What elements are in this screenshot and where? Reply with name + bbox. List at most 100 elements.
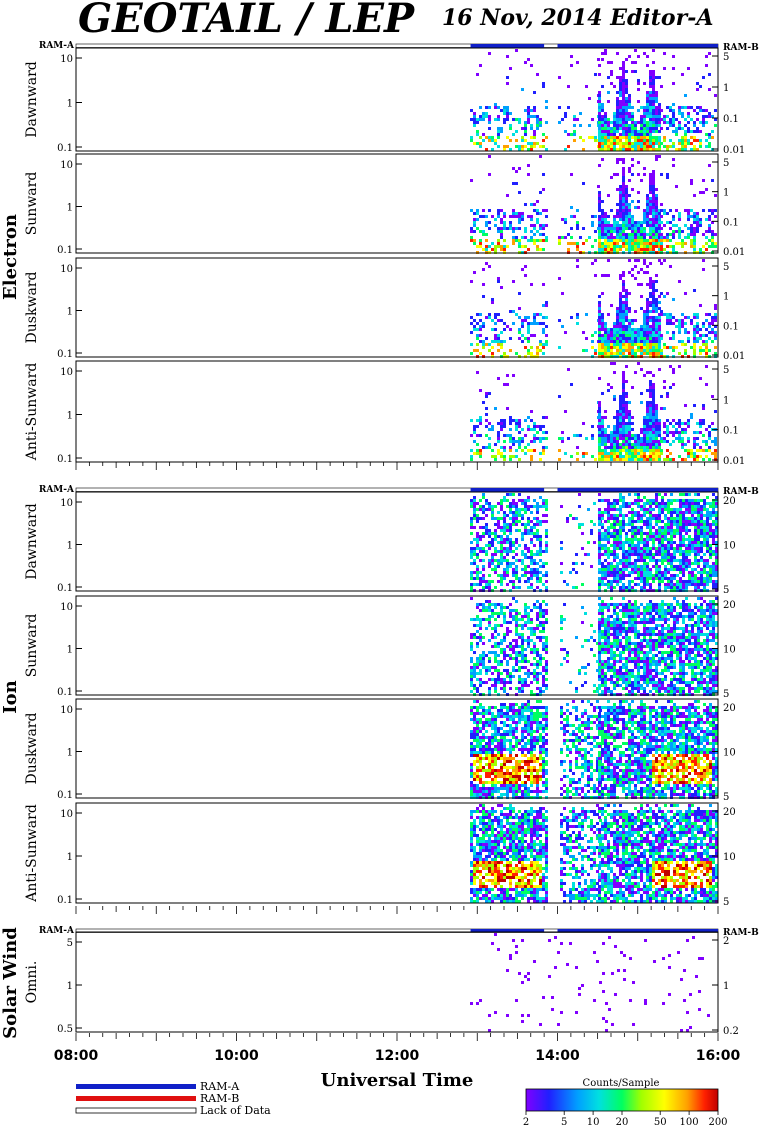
spectrogram-cell (521, 325, 524, 328)
spectrogram-cell (670, 553, 673, 556)
spectrogram-cell (643, 580, 646, 583)
spectrogram-cell (610, 446, 613, 449)
spectrogram-cell (619, 523, 622, 526)
spectrogram-cell (652, 106, 655, 109)
spectrogram-cell (640, 401, 643, 404)
spectrogram-cell (619, 520, 622, 523)
spectrogram-cell (631, 136, 634, 139)
spectrogram-cell (616, 100, 619, 103)
spectrogram-cell (527, 586, 530, 589)
spectrogram-cell (601, 334, 604, 337)
spectrogram-cell (506, 559, 509, 562)
spectrogram-cell (613, 148, 616, 151)
spectrogram-cell (512, 209, 515, 212)
spectrogram-cell (652, 455, 655, 458)
spectrogram-cell (655, 532, 658, 535)
spectrogram-cell (658, 431, 661, 434)
spectrogram-cell (500, 583, 503, 586)
spectrogram-cell (524, 274, 527, 277)
spectrogram-cell (666, 148, 669, 151)
spectrogram-cell (616, 313, 619, 316)
spectrogram-cell (598, 577, 601, 580)
spectrogram-cell (631, 535, 634, 538)
spectrogram-cell (687, 112, 690, 115)
spectrogram-cell (610, 586, 613, 589)
spectrogram-cell (497, 615, 500, 618)
spectrogram-cell (470, 550, 473, 553)
spectrogram-cell (542, 574, 545, 577)
spectrogram-cell (634, 61, 637, 64)
spectrogram-cell (625, 307, 628, 310)
spectrogram-cell (524, 319, 527, 322)
spectrogram-cell (658, 508, 661, 511)
spectrogram-cell (658, 328, 661, 331)
spectrogram-cell (673, 550, 676, 553)
spectrogram-cell (711, 452, 714, 455)
spectrogram-cell (655, 325, 658, 328)
spectrogram-cell (690, 130, 693, 133)
spectrogram-cell (488, 606, 491, 609)
spectrogram-cell (488, 529, 491, 532)
spectrogram-cell (649, 346, 652, 349)
spectrogram-cell (637, 346, 640, 349)
spectrogram-cell (658, 526, 661, 529)
spectrogram-cell (575, 562, 578, 565)
spectrogram-cell (542, 145, 545, 148)
spectrogram-cell (625, 136, 628, 139)
spectrogram-cell (479, 419, 482, 422)
spectrogram-cell (491, 508, 494, 511)
spectrogram-cell (503, 352, 506, 355)
spectrogram-cell (640, 124, 643, 127)
spectrogram-cell (664, 550, 667, 553)
spectrogram-cell (494, 103, 497, 106)
spectrogram-cell (658, 130, 661, 133)
spectrogram-cell (709, 577, 712, 580)
spectrogram-cell (616, 127, 619, 130)
spectrogram-cell (622, 64, 625, 67)
spectrogram-cell (616, 544, 619, 547)
spectrogram-cell (598, 346, 601, 349)
spectrogram-cell (625, 121, 628, 124)
spectrogram-cell (622, 85, 625, 88)
spectrogram-cell (485, 600, 488, 603)
spectrogram-cell (652, 322, 655, 325)
spectrogram-cell (473, 505, 476, 508)
spectrogram-cell (604, 212, 607, 215)
spectrogram-cell (512, 550, 515, 553)
spectrogram-cell (601, 416, 604, 419)
spectrogram-cell (598, 239, 601, 242)
right-tick-label: 0.01 (723, 351, 745, 362)
spectrogram-cell (601, 209, 604, 212)
spectrogram-cell (663, 422, 666, 425)
spectrogram-cell (597, 58, 600, 61)
spectrogram-cell (598, 431, 601, 434)
spectrogram-cell (479, 559, 482, 562)
spectrogram-cell (473, 218, 476, 221)
spectrogram-cell (518, 586, 521, 589)
spectrogram-cell (521, 654, 524, 657)
spectrogram-cell (558, 395, 561, 398)
spectrogram-cell (497, 663, 500, 666)
spectrogram-cell (655, 340, 658, 343)
spectrogram-cell (669, 121, 672, 124)
spectrogram-cell (712, 493, 715, 496)
spectrogram-cell (619, 574, 622, 577)
spectrogram-cell (616, 529, 619, 532)
spectrogram-cell (619, 206, 622, 209)
spectrogram-cell (576, 452, 579, 455)
spectrogram-cell (503, 239, 506, 242)
spectrogram-cell (509, 657, 512, 660)
spectrogram-cell (598, 404, 601, 407)
spectrogram-cell (652, 227, 655, 230)
spectrogram-cell (708, 52, 711, 55)
spectrogram-cell (601, 425, 604, 428)
spectrogram-cell (488, 121, 491, 124)
spectrogram-cell (646, 109, 649, 112)
spectrogram-cell (622, 395, 625, 398)
spectrogram-cell (637, 455, 640, 458)
spectrogram-cell (601, 553, 604, 556)
spectrogram-cell (545, 499, 548, 502)
spectrogram-cell (524, 316, 527, 319)
spectrogram-cell (670, 577, 673, 580)
